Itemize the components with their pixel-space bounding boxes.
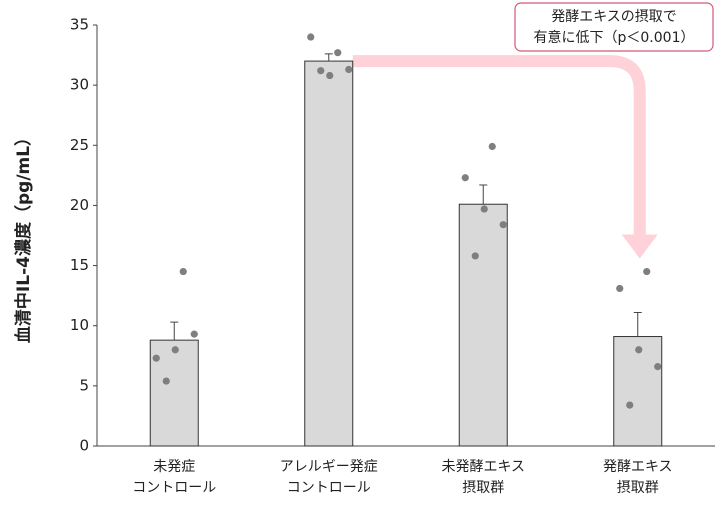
- x-tick-label: 未発酵エキス: [441, 459, 525, 475]
- data-point: [461, 174, 469, 182]
- y-tick-label: 30: [70, 76, 89, 94]
- arrow: [352, 55, 646, 237]
- data-point: [616, 284, 624, 293]
- data-point: [654, 363, 662, 371]
- data-point: [179, 267, 187, 276]
- bar: [613, 336, 663, 447]
- data-point: [307, 33, 315, 41]
- y-tick-label: 35: [70, 16, 89, 34]
- data-point: [171, 346, 179, 354]
- data-point: [471, 252, 479, 260]
- x-tick-label: コントロール: [287, 480, 371, 496]
- bar: [304, 60, 354, 447]
- data-point: [488, 142, 496, 151]
- data-point: [334, 49, 342, 57]
- data-point: [635, 346, 643, 354]
- data-point: [152, 354, 160, 362]
- y-axis-label: 血清中IL-4濃度（pg/mL）: [13, 129, 34, 343]
- data-point: [480, 205, 488, 213]
- bar: [458, 203, 508, 447]
- annotation-text: 発酵エキスの摂取で: [551, 9, 677, 25]
- x-tick-label: アレルギー発症: [280, 459, 378, 475]
- data-point: [345, 65, 353, 74]
- error-bar: [479, 184, 488, 205]
- y-tick-label: 15: [70, 256, 89, 274]
- x-tick-label: 摂取群: [617, 480, 659, 496]
- x-tick-label: コントロール: [132, 480, 216, 496]
- y-tick-label: 25: [70, 136, 89, 154]
- bar: [149, 339, 199, 447]
- data-point: [626, 401, 634, 409]
- arrow-head: [621, 234, 658, 259]
- x-tick-label: 未発症: [153, 459, 195, 475]
- y-tick-label: 0: [79, 437, 89, 455]
- data-point: [326, 71, 334, 80]
- x-tick-label: 摂取群: [462, 480, 504, 496]
- annotation-box: [514, 2, 714, 52]
- data-point: [643, 267, 651, 276]
- x-tick-label: 発酵エキス: [603, 459, 673, 475]
- error-bar: [324, 53, 333, 62]
- data-point: [317, 67, 325, 75]
- y-tick-label: 5: [79, 376, 89, 394]
- error-bar: [170, 321, 179, 341]
- y-tick-label: 20: [70, 196, 89, 214]
- data-point: [190, 330, 198, 338]
- y-tick-label: 10: [70, 316, 89, 334]
- error-bar: [633, 311, 642, 337]
- data-point: [162, 377, 170, 385]
- annotation-text: 有意に低下（p＜0.001）: [534, 29, 695, 46]
- data-point: [499, 221, 507, 229]
